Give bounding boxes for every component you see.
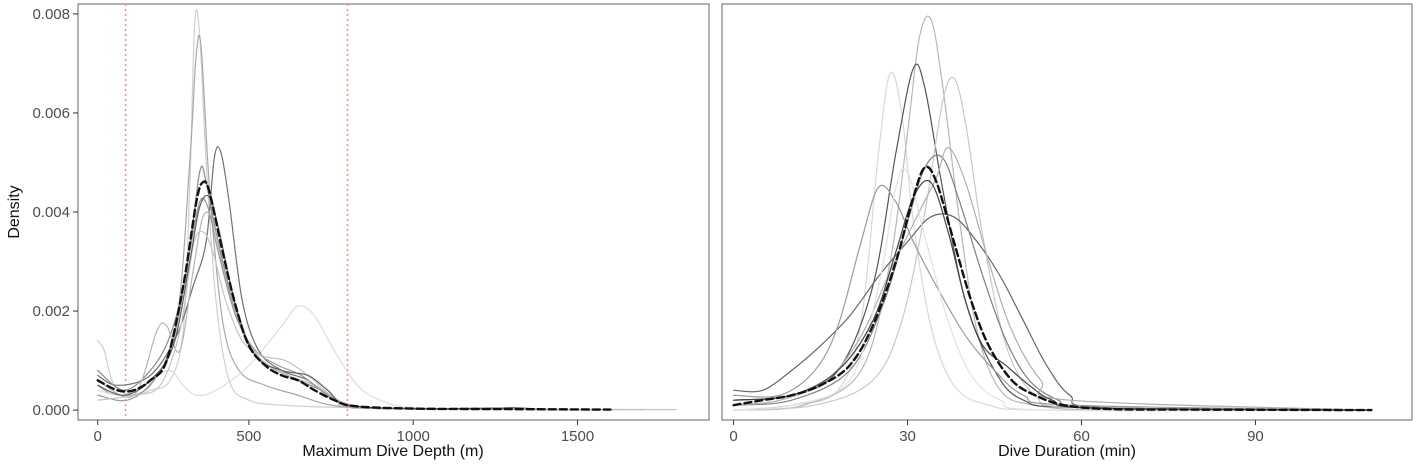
x-tick-label: 0 xyxy=(94,428,102,445)
depth-x-axis-title: Maximum Dive Depth (m) xyxy=(302,443,483,460)
x-tick-label: 30 xyxy=(899,428,916,445)
x-tick-label: 90 xyxy=(1247,428,1264,445)
individual-density-line-6 xyxy=(733,184,1373,411)
depth-y-axis: 0.000 0.002 0.004 0.006 0.008 xyxy=(32,6,78,419)
duration-density-panel: 0 30 60 90 Dive Duration (min) xyxy=(721,3,1413,460)
individual-density-line-3 xyxy=(97,305,513,411)
individual-density-line-4 xyxy=(733,76,1373,411)
y-tick-label: 0.006 xyxy=(32,105,70,122)
x-tick-label: 1000 xyxy=(397,428,430,445)
individual-density-line-3 xyxy=(733,63,1373,411)
x-tick-label: 500 xyxy=(236,428,261,445)
x-tick-label: 60 xyxy=(1073,428,1090,445)
depth-panel-frame xyxy=(77,3,710,421)
depth-y-axis-title: Density xyxy=(6,185,23,238)
y-tick-label: 0.000 xyxy=(32,402,70,419)
individual-density-line-2 xyxy=(733,15,1373,412)
depth-x-axis: 0 500 1000 1500 xyxy=(94,420,594,445)
mean-density-line xyxy=(732,165,1373,412)
y-tick-label: 0.008 xyxy=(32,6,70,23)
mean-density-line xyxy=(96,180,612,411)
depth-density-panel: 0.000 0.002 0.004 0.006 0.008 0 500 1000 1500 M… xyxy=(6,3,710,460)
duration-x-axis-title: Dive Duration (min) xyxy=(998,443,1136,460)
individual-density-line-8 xyxy=(733,147,1373,411)
individual-density-line-9 xyxy=(733,167,1373,412)
duration-x-axis: 0 30 60 90 xyxy=(729,420,1264,445)
x-tick-label: 0 xyxy=(729,428,737,445)
depth-plot-area xyxy=(96,4,677,420)
x-tick-label: 1500 xyxy=(561,428,594,445)
duration-panel-frame xyxy=(721,3,1413,421)
y-tick-label: 0.004 xyxy=(32,204,70,221)
duration-plot-area xyxy=(732,15,1373,412)
y-tick-label: 0.002 xyxy=(32,303,70,320)
